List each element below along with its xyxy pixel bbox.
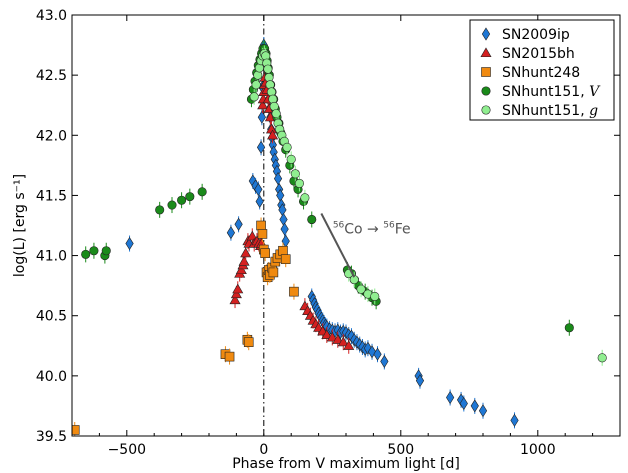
legend-entry: SNhunt151, g (502, 103, 598, 119)
x-tick-label: 500 (387, 442, 414, 458)
data-point (263, 64, 273, 74)
plot-area (72, 15, 607, 436)
data-point (229, 294, 241, 305)
annotation: 56Co → 56Fe (320, 213, 411, 278)
data-point (337, 336, 349, 347)
y-tick-label: 43.0 (36, 8, 67, 24)
data-point (234, 217, 243, 231)
data-point (446, 390, 455, 405)
data-point (185, 192, 195, 202)
data-point (246, 230, 258, 241)
data-point (307, 214, 317, 225)
data-point (321, 329, 333, 340)
data-point (224, 351, 235, 362)
legend-entry: SNhunt248 (502, 65, 580, 81)
data-point (257, 99, 269, 110)
data-point (470, 399, 479, 413)
series-sn2015bh (229, 69, 355, 354)
series-snhunt248 (72, 217, 299, 436)
data-point (255, 194, 264, 209)
data-point (564, 323, 574, 333)
data-point (254, 182, 263, 196)
legend-entry: SN2015bh (502, 46, 575, 62)
data-point (167, 200, 177, 210)
data-point (251, 80, 261, 90)
data-point (282, 142, 292, 152)
legend-marker (481, 105, 491, 115)
x-tick-label: 1000 (520, 442, 556, 458)
data-point (380, 354, 389, 368)
data-point (268, 267, 279, 278)
data-point (280, 254, 291, 264)
data-point (294, 178, 304, 188)
data-point (290, 169, 300, 179)
y-tick-label: 40.5 (36, 309, 67, 325)
data-point (249, 92, 259, 102)
series-sn2009ip (125, 37, 519, 429)
y-axis-label: log(L) [erg s⁻¹] (12, 174, 28, 277)
y-tick-label: 42.0 (36, 128, 67, 144)
data-point (300, 193, 310, 203)
data-point (243, 337, 254, 347)
y-tick-label: 41.5 (36, 188, 67, 204)
data-point (226, 226, 236, 240)
y-tick-label: 42.5 (36, 68, 67, 84)
data-point (459, 396, 468, 411)
legend-entry: SNhunt151, V (502, 84, 601, 100)
data-point (510, 413, 519, 427)
data-point (155, 205, 165, 215)
data-point (415, 374, 425, 388)
legend-box (469, 19, 615, 121)
data-point (72, 425, 80, 435)
data-point (125, 236, 134, 251)
data-point (286, 154, 296, 164)
data-point (356, 284, 366, 294)
data-point (232, 283, 244, 294)
legend-marker (480, 47, 492, 58)
data-point (279, 212, 288, 227)
y-tick-label: 39.5 (36, 429, 67, 445)
data-point (597, 353, 607, 363)
data-point (257, 229, 268, 239)
data-point (260, 248, 270, 258)
data-point (256, 140, 266, 154)
x-tick-label: −500 (108, 442, 146, 458)
legend: SN2009ip SN2015bh SNhunt248 SNhunt151, V SNh… (469, 19, 615, 121)
legend-marker (481, 27, 491, 41)
data-point (267, 129, 279, 140)
data-point (177, 195, 187, 205)
y-tick-label: 40.0 (36, 369, 67, 385)
legend-entry: SN2009ip (502, 27, 570, 43)
x-axis-label: Phase from V maximum light [d] (232, 456, 460, 472)
data-point (332, 334, 344, 344)
axes: −500 0 500 1000 39.5 40.0 40.5 41.0 41.5 42.0 42.5… (36, 8, 621, 458)
data-point (257, 110, 266, 124)
y-tick-label: 41.0 (36, 249, 67, 265)
data-point (280, 222, 289, 236)
data-point (256, 220, 266, 231)
data-point (101, 246, 111, 256)
data-point (81, 249, 91, 259)
data-point (478, 404, 488, 418)
data-point (373, 347, 382, 361)
annotation-text: 56Co → 56Fe (333, 221, 411, 238)
legend-marker (481, 86, 491, 96)
data-point (273, 172, 283, 186)
data-point (343, 340, 355, 350)
data-point (326, 331, 338, 342)
data-point (238, 255, 250, 266)
x-tick-label: 0 (259, 442, 268, 458)
data-point (89, 246, 99, 256)
data-point (230, 288, 242, 299)
legend-marker (481, 67, 491, 77)
annotation-arrow (320, 213, 356, 278)
series-snhunt151-g (249, 45, 607, 366)
data-point (370, 291, 380, 302)
data-point (271, 109, 281, 119)
data-point (197, 187, 207, 197)
data-point (289, 286, 299, 297)
data-point (240, 247, 252, 258)
